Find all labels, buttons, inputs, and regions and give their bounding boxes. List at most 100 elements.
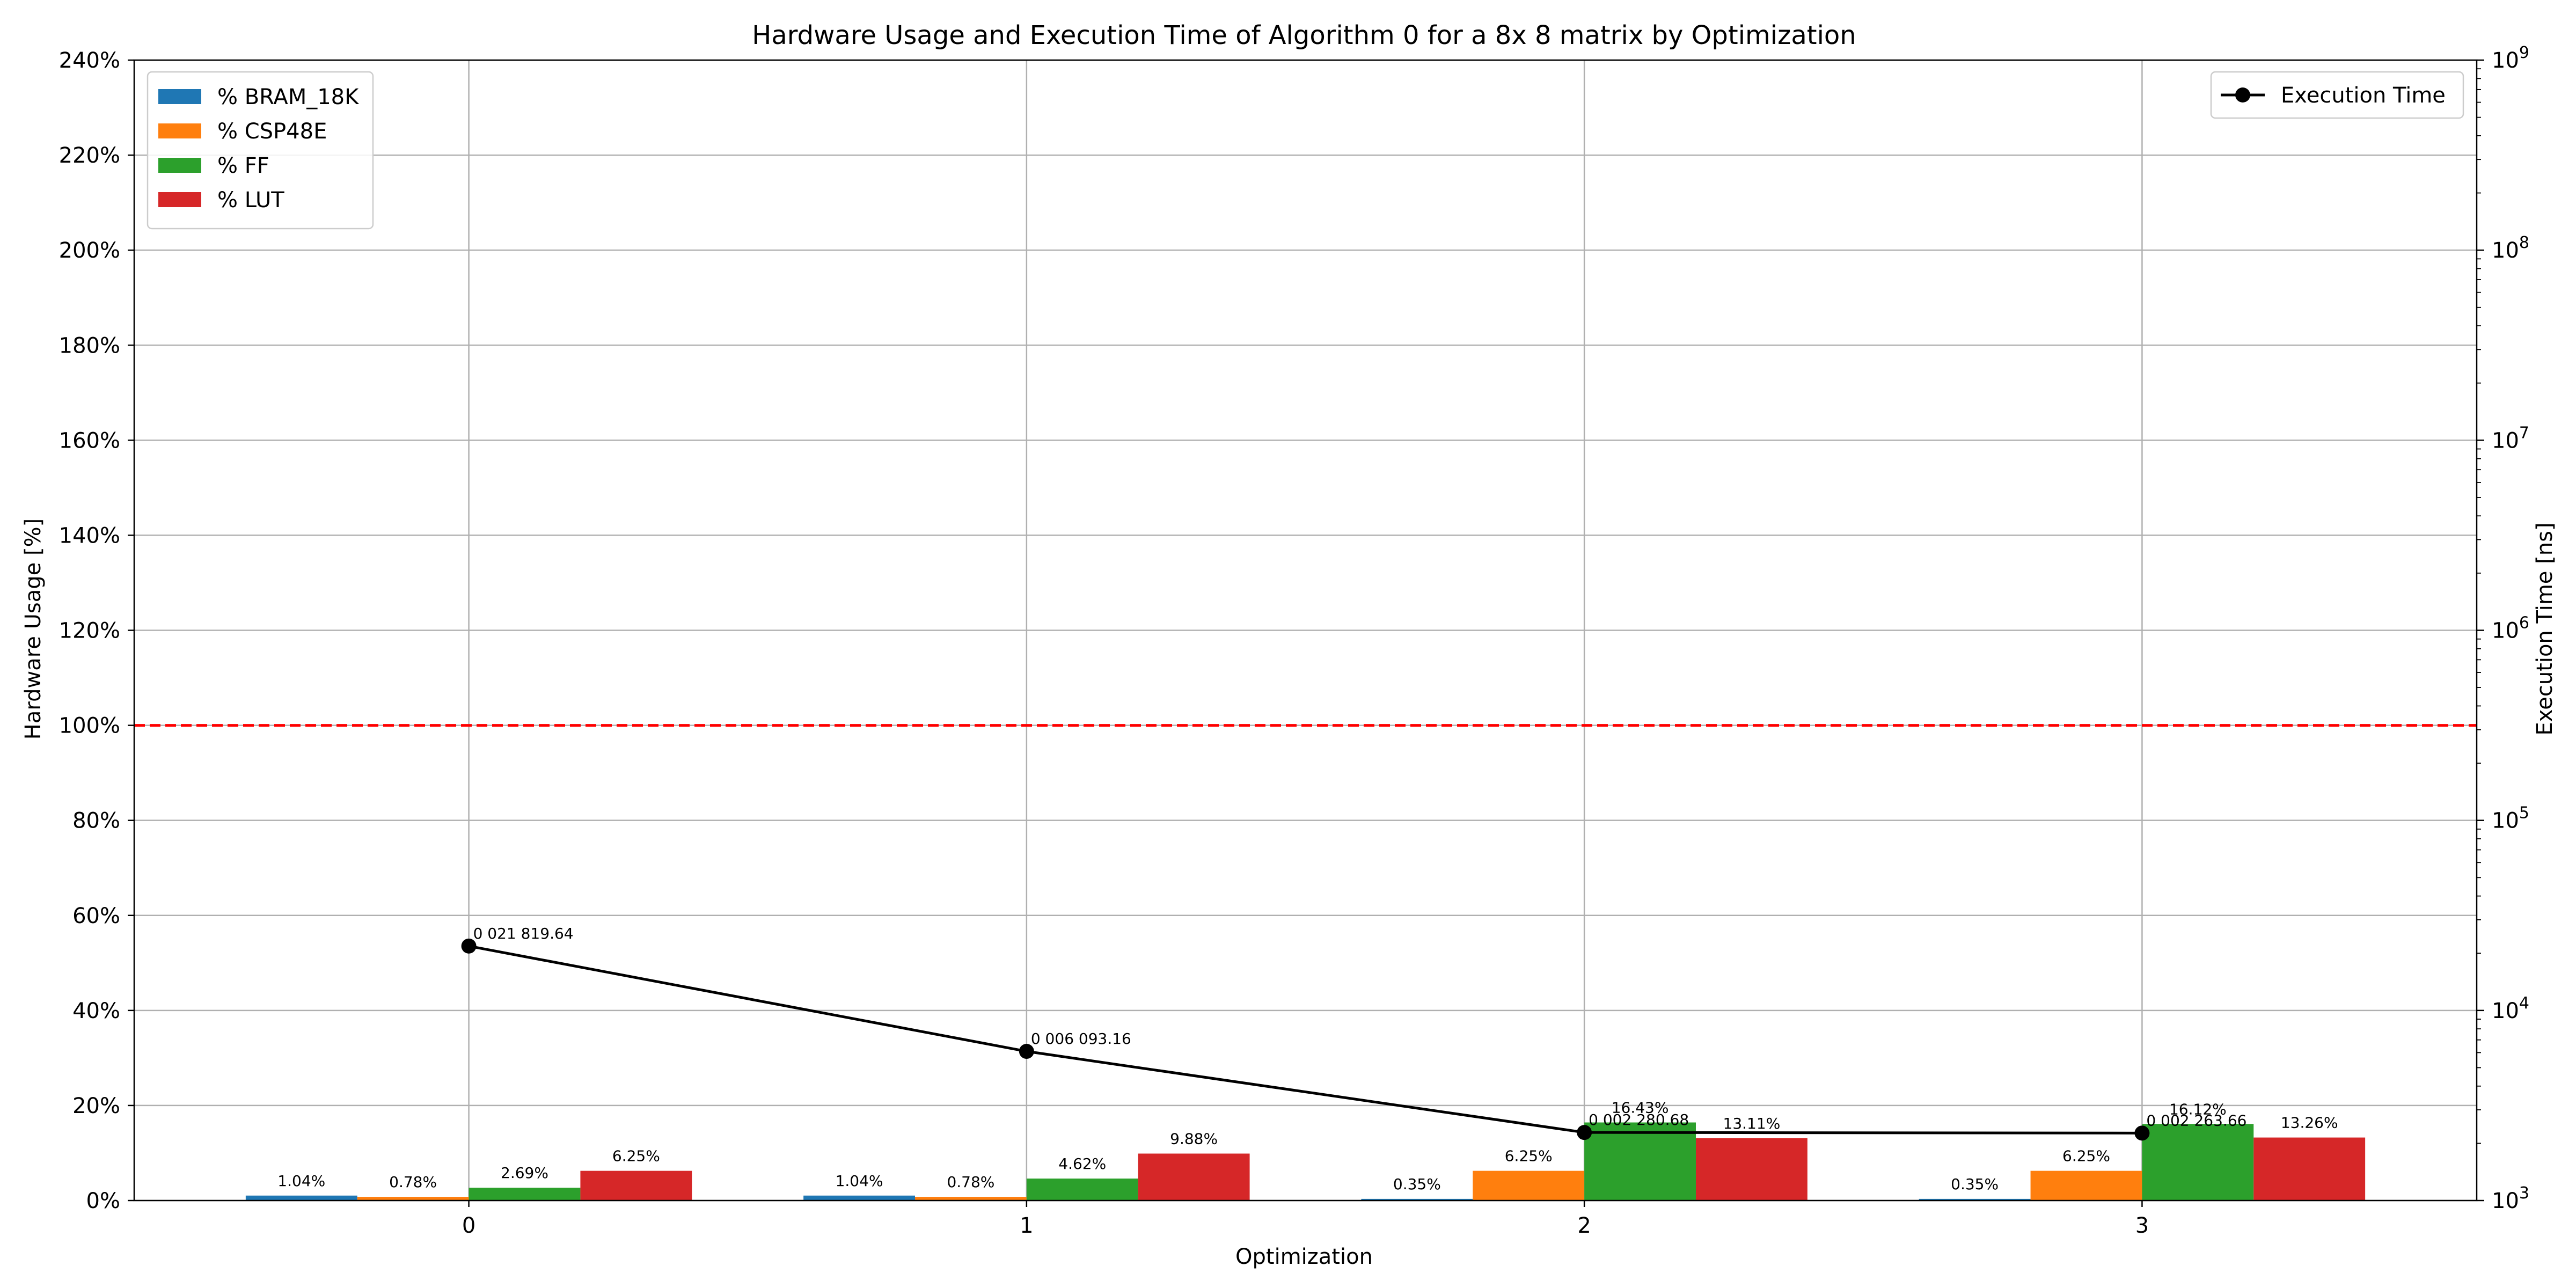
legend-hardware: % BRAM_18K % CSP48E % FF % LUT	[147, 71, 374, 230]
y-tick-label: 20%	[72, 1094, 120, 1118]
bar-value-label: 1.04%	[277, 1172, 325, 1190]
legend-swatch	[158, 158, 201, 173]
y-tick-label: 40%	[72, 999, 120, 1023]
x-tick-label: 0	[462, 1213, 475, 1238]
legend-swatch	[158, 123, 201, 138]
legend-label: % BRAM_18K	[217, 85, 360, 109]
y2-tick-base: 10	[2492, 999, 2519, 1023]
y2-tick-label: 109	[2492, 43, 2529, 73]
bar-value-label: 0.35%	[1951, 1175, 1999, 1193]
y-tick-label: 180%	[59, 333, 120, 358]
y2-tick-label: 104	[2492, 994, 2529, 1023]
legend-label: Execution Time	[2281, 83, 2446, 108]
bar	[2253, 1137, 2366, 1201]
legend-box	[147, 71, 374, 230]
execution-time-label: 0 002 280.68	[1589, 1111, 1689, 1129]
y2-tick-exponent: 9	[2519, 43, 2529, 62]
y-tick-label: 80%	[72, 809, 120, 833]
bar	[803, 1195, 915, 1201]
legend-swatch	[158, 89, 201, 104]
y-axis-label: Hardware Usage [%]	[21, 518, 46, 740]
legend-label: % CSP48E	[217, 119, 327, 144]
y2-tick-label: 108	[2492, 233, 2529, 263]
legend-label: % FF	[217, 153, 269, 178]
y2-tick-base: 10	[2492, 48, 2519, 73]
y2-tick-exponent: 3	[2519, 1184, 2529, 1203]
bar	[1138, 1153, 1250, 1201]
bar-value-label: 16.12%	[2169, 1100, 2227, 1118]
y-tick-label: 200%	[59, 238, 120, 263]
bar	[357, 1197, 469, 1201]
bar-value-label: 2.69%	[501, 1164, 548, 1182]
execution-time-point	[461, 938, 477, 954]
bar-value-label: 0.78%	[947, 1173, 994, 1191]
bar-value-label: 6.25%	[2062, 1147, 2110, 1165]
bar-value-label: 0.35%	[1393, 1175, 1441, 1193]
bar-value-label: 13.11%	[1723, 1115, 1781, 1132]
legend-swatch	[158, 192, 201, 207]
y-tick-label: 160%	[59, 428, 120, 453]
bar	[1696, 1138, 1807, 1201]
bar	[1584, 1122, 1696, 1201]
y-tick-label: 60%	[72, 904, 120, 928]
y2-tick-exponent: 8	[2519, 233, 2529, 252]
y2-tick-exponent: 5	[2519, 804, 2529, 823]
x-tick-label: 1	[1020, 1213, 1033, 1238]
bar	[1473, 1170, 1585, 1201]
execution-time-line	[469, 945, 2142, 1135]
bar-value-label: 6.25%	[612, 1147, 660, 1165]
bar	[245, 1195, 357, 1201]
bar	[915, 1197, 1027, 1201]
bar-value-label: 0.78%	[389, 1173, 437, 1191]
chart-title: Hardware Usage and Execution Time of Alg…	[752, 20, 1856, 50]
y2-tick-label: 105	[2492, 804, 2529, 833]
bar-value-label: 13.26%	[2281, 1114, 2338, 1132]
x-tick-label: 2	[1577, 1213, 1591, 1238]
y2-tick-base: 10	[2492, 619, 2519, 643]
execution-time-label: 0 002 263.66	[2146, 1111, 2246, 1129]
y2-tick-base: 10	[2492, 428, 2519, 453]
bar	[1026, 1179, 1138, 1201]
execution-time-point	[1577, 1125, 1592, 1140]
bar-value-label: 4.62%	[1058, 1155, 1106, 1173]
bar-value-label: 16.43%	[1612, 1099, 1669, 1117]
y-tick-label: 120%	[59, 619, 120, 643]
y-tick-label: 240%	[59, 48, 120, 73]
legend-label: % LUT	[217, 188, 284, 213]
execution-time-point	[1019, 1044, 1034, 1059]
y2-tick-base: 10	[2492, 238, 2519, 263]
x-tick-label: 3	[2135, 1213, 2149, 1238]
y2-tick-exponent: 4	[2519, 994, 2529, 1013]
x-axis-label: Optimization	[1235, 1245, 1373, 1269]
bars: 1.04% 1.04% 0.35% 0.35% 0.78% 0.78% 6.25% 6.25%…	[245, 1099, 2366, 1201]
y2-tick-base: 10	[2492, 1189, 2519, 1213]
y2-tick-base: 10	[2492, 809, 2519, 833]
bar	[1361, 1198, 1473, 1201]
y-tick-label: 140%	[59, 523, 120, 548]
bar	[2142, 1124, 2254, 1201]
bar-value-label: 9.88%	[1170, 1130, 1218, 1148]
y2-tick-label: 103	[2492, 1184, 2529, 1213]
y2-tick-exponent: 6	[2519, 614, 2529, 633]
y-tick-label: 0%	[86, 1189, 120, 1213]
y2-tick-label: 106	[2492, 614, 2529, 643]
bar	[1919, 1198, 2031, 1201]
y2-axis-label: Execution Time [ns]	[2533, 522, 2557, 735]
legend-execution-time: Execution Time	[2210, 71, 2464, 119]
legend-box	[2210, 71, 2464, 119]
legend-marker	[2235, 87, 2250, 103]
y2-tick-label: 107	[2492, 423, 2529, 453]
bar	[469, 1188, 581, 1201]
bar-value-label: 1.04%	[836, 1172, 883, 1190]
execution-time-label: 0 021 819.64	[473, 925, 574, 942]
y2-tick-exponent: 7	[2519, 423, 2529, 442]
y-tick-label: 100%	[59, 714, 120, 738]
y-tick-label: 220%	[59, 143, 120, 168]
execution-time-point	[2134, 1125, 2150, 1141]
bar	[580, 1170, 692, 1201]
bar-value-label: 6.25%	[1505, 1147, 1553, 1165]
execution-time-line-group: 0 021 819.64 0 006 093.16 0 002 280.68 0 00…	[461, 925, 2246, 1141]
axes: 0%20%40%60%80%100%120%140%160%180%200%22…	[59, 43, 2529, 1238]
